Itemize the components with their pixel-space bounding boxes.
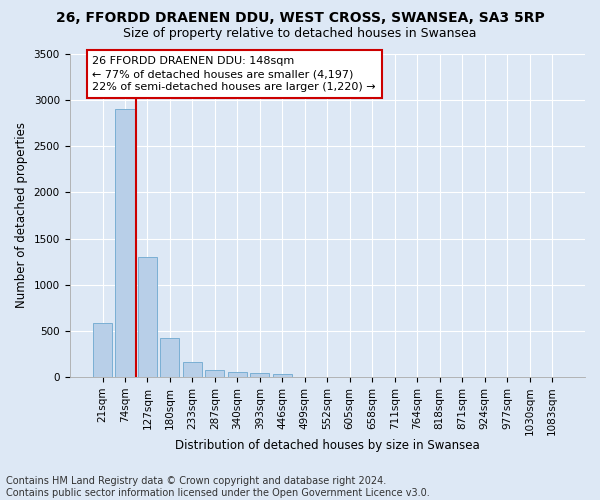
Text: Contains HM Land Registry data © Crown copyright and database right 2024.
Contai: Contains HM Land Registry data © Crown c…	[6, 476, 430, 498]
Bar	[115, 110, 134, 377]
Bar	[138, 257, 157, 377]
Text: Size of property relative to detached houses in Swansea: Size of property relative to detached ho…	[123, 28, 477, 40]
Bar	[273, 374, 292, 377]
Bar	[205, 370, 224, 377]
Bar	[250, 373, 269, 377]
Bar	[228, 372, 247, 377]
Bar	[160, 338, 179, 377]
Text: 26 FFORDD DRAENEN DDU: 148sqm
← 77% of detached houses are smaller (4,197)
22% o: 26 FFORDD DRAENEN DDU: 148sqm ← 77% of d…	[92, 56, 376, 92]
Bar	[93, 324, 112, 377]
Y-axis label: Number of detached properties: Number of detached properties	[15, 122, 28, 308]
Text: 26, FFORDD DRAENEN DDU, WEST CROSS, SWANSEA, SA3 5RP: 26, FFORDD DRAENEN DDU, WEST CROSS, SWAN…	[56, 11, 544, 25]
X-axis label: Distribution of detached houses by size in Swansea: Distribution of detached houses by size …	[175, 440, 479, 452]
Bar	[183, 362, 202, 377]
